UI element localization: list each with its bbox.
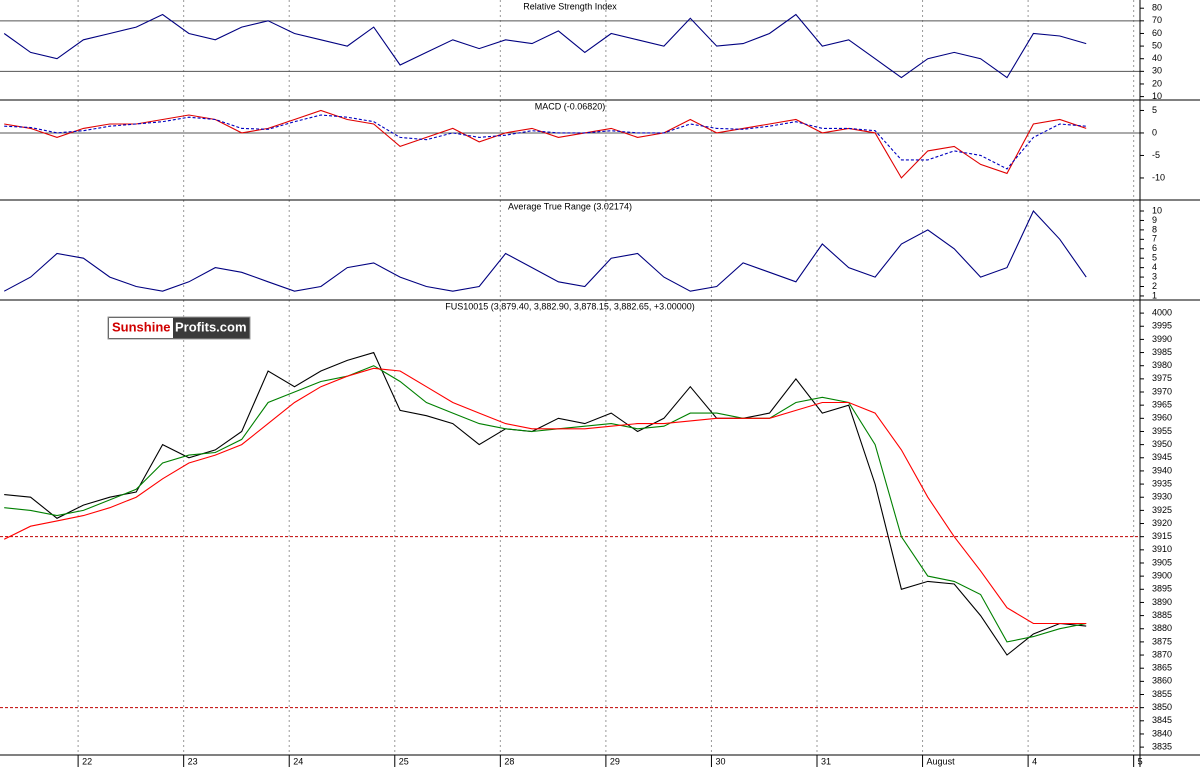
y-tick-label: 6	[1152, 243, 1157, 253]
y-tick-label: 0	[1152, 127, 1157, 137]
y-tick-label: 3	[1152, 271, 1157, 281]
y-tick-label: 4	[1152, 262, 1157, 272]
y-tick-label: 30	[1152, 66, 1162, 76]
y-tick-label: 3960	[1152, 413, 1172, 423]
y-tick-label: 2	[1152, 281, 1157, 291]
y-tick-label: 3990	[1152, 334, 1172, 344]
series-line	[4, 351, 1087, 656]
y-tick-label: 3955	[1152, 426, 1172, 436]
y-tick-label: 3920	[1152, 518, 1172, 528]
y-tick-label: 10	[1152, 205, 1162, 215]
y-tick-label: 4000	[1152, 307, 1172, 317]
panel-title: Relative Strength Index	[523, 1, 617, 11]
logo: Sunshine Profits.com	[107, 316, 251, 340]
y-tick-label: 3935	[1152, 478, 1172, 488]
y-tick-label: 3930	[1152, 492, 1172, 502]
y-tick-label: 50	[1152, 40, 1162, 50]
series-line	[4, 109, 1087, 179]
x-tick-label: 4	[1032, 756, 1037, 766]
x-tick-label: 28	[504, 756, 514, 766]
x-tick-label: 24	[293, 756, 303, 766]
y-tick-label: 1	[1152, 290, 1157, 300]
series-line	[4, 114, 1087, 170]
series-line	[3, 13, 1087, 79]
y-tick-label: 3980	[1152, 360, 1172, 370]
y-tick-label: 3885	[1152, 610, 1172, 620]
x-tick-label: 30	[715, 756, 725, 766]
y-tick-label: 3855	[1152, 689, 1172, 699]
y-tick-label: 3985	[1152, 347, 1172, 357]
y-tick-label: 80	[1152, 3, 1162, 13]
y-tick-label: 20	[1152, 78, 1162, 88]
logo-text: Profits.com	[175, 319, 247, 334]
y-tick-label: 3840	[1152, 728, 1172, 738]
y-tick-label: 3945	[1152, 452, 1172, 462]
x-tick-label: 23	[188, 756, 198, 766]
y-tick-label: 3925	[1152, 505, 1172, 515]
panel-title: Average True Range (3.02174)	[508, 201, 632, 211]
y-tick-label: 3905	[1152, 557, 1172, 567]
panel-title: MACD (-0.06820)	[535, 101, 606, 111]
y-tick-label: 3910	[1152, 544, 1172, 554]
y-tick-label: 3965	[1152, 400, 1172, 410]
y-tick-label: 3880	[1152, 623, 1172, 633]
y-tick-label: 3835	[1152, 741, 1172, 751]
y-tick-label: 7	[1152, 234, 1157, 244]
y-tick-label: 3850	[1152, 702, 1172, 712]
series-line	[3, 210, 1087, 292]
y-tick-label: 9	[1152, 215, 1157, 225]
y-tick-label: 60	[1152, 28, 1162, 38]
y-tick-label: -10	[1152, 172, 1165, 182]
y-tick-label: 3950	[1152, 439, 1172, 449]
y-tick-label: 10	[1152, 91, 1162, 101]
logo-box-left	[109, 318, 173, 338]
y-tick-label: 8	[1152, 224, 1157, 234]
x-tick-label: 29	[610, 756, 620, 766]
y-tick-label: 3940	[1152, 465, 1172, 475]
y-tick-label: 3870	[1152, 649, 1172, 659]
y-tick-label: 5	[1152, 253, 1157, 263]
series-line	[4, 365, 1087, 643]
y-tick-label: 5	[1152, 105, 1157, 115]
y-tick-label: 3895	[1152, 584, 1172, 594]
y-tick-label: 40	[1152, 53, 1162, 63]
y-tick-label: 3970	[1152, 386, 1172, 396]
logo-text: Sunshine	[112, 319, 171, 334]
y-tick-label: 3890	[1152, 597, 1172, 607]
y-tick-label: 3975	[1152, 373, 1172, 383]
series-line	[3, 367, 1087, 625]
x-tick-label: 25	[399, 756, 409, 766]
y-tick-label: -5	[1152, 150, 1160, 160]
x-tick-label: 31	[821, 756, 831, 766]
y-tick-label: 3915	[1152, 531, 1172, 541]
y-tick-label: 3900	[1152, 571, 1172, 581]
y-tick-label: 3995	[1152, 321, 1172, 331]
y-tick-label: 3865	[1152, 663, 1172, 673]
y-tick-label: 70	[1152, 15, 1162, 25]
y-tick-label: 3875	[1152, 636, 1172, 646]
panel-title: FUS10015 (3,879.40, 3,882.90, 3,878.15, …	[445, 301, 694, 311]
y-tick-label: 3845	[1152, 715, 1172, 725]
x-tick-label: August	[927, 756, 956, 766]
x-tick-label: 22	[82, 756, 92, 766]
y-tick-label: 3860	[1152, 676, 1172, 686]
